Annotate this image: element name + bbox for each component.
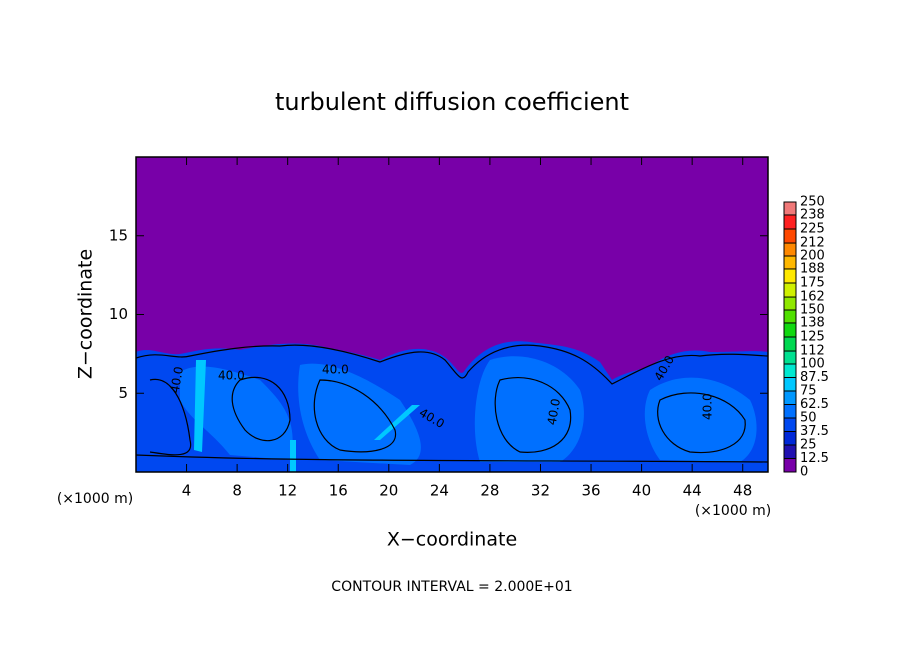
colorbar-label: 62.5: [800, 397, 829, 412]
colorbar-label: 50: [800, 411, 817, 426]
y-tick-label: 10: [109, 305, 128, 323]
field-patch: [644, 377, 757, 462]
y-tick-label: 5: [118, 384, 128, 402]
x-tick-label: 36: [581, 482, 600, 500]
x-tick-label: 40: [632, 482, 651, 500]
colorbar-band: [784, 418, 796, 432]
colorbar-band: [784, 268, 796, 283]
colorbar-band: [784, 202, 796, 215]
colorbar-label: 150: [800, 303, 825, 318]
y-tick-label: 15: [109, 226, 128, 244]
x-unit-label: (×1000 m): [57, 491, 133, 507]
colorbar-band: [784, 404, 796, 418]
turbulent-layer: [136, 341, 768, 472]
x-unit-label: (×1000 m): [695, 503, 771, 519]
colorbar-label: 75: [800, 384, 817, 399]
colorbar-label: 162: [800, 290, 825, 305]
colorbar-band: [784, 364, 796, 378]
x-axis-label: X−coordinate: [387, 529, 517, 551]
colorbar-label: 25: [800, 438, 817, 453]
footnote: CONTOUR INTERVAL = 2.000E+01: [331, 579, 572, 595]
x-tick-label: 20: [379, 482, 398, 500]
x-tick-label: 32: [531, 482, 550, 500]
x-tick-label: 24: [430, 482, 449, 500]
colorbar-band: [784, 337, 796, 352]
colorbar-band: [784, 310, 796, 323]
contour-label: 40.0: [701, 393, 715, 420]
colorbar-band: [784, 243, 796, 256]
y-axis-label: Z−coordinate: [75, 249, 97, 379]
colorbar-band: [784, 322, 796, 337]
colorbar-label: 112: [800, 344, 825, 359]
x-tick-label: 8: [232, 482, 242, 500]
colorbar-label: 238: [800, 207, 825, 222]
colorbar-band: [784, 229, 796, 244]
colorbar-label: 87.5: [800, 370, 829, 385]
x-tick-label: 48: [733, 482, 752, 500]
contour-label: 40.0: [168, 365, 186, 394]
x-tick-label: 28: [480, 482, 499, 500]
colorbar-label: 100: [800, 357, 825, 372]
colorbar-label: 138: [800, 315, 825, 330]
x-tick-label: 16: [329, 482, 348, 500]
colorbar-label: 225: [800, 222, 825, 237]
chart-title: turbulent diffusion coefficient: [275, 88, 629, 116]
colorbar-band: [784, 458, 796, 472]
colorbar-label: 37.5: [800, 424, 829, 439]
colorbar-band: [784, 256, 796, 269]
field-patch: [298, 363, 421, 465]
field-patch: [474, 356, 584, 462]
field-patch: [180, 366, 293, 460]
x-tick-label: 4: [182, 482, 192, 500]
colorbar-label: 12.5: [800, 451, 829, 466]
colorbar-label: 175: [800, 276, 825, 291]
contour-label: 40.0: [545, 397, 563, 426]
colorbar-label: 250: [800, 195, 825, 210]
colorbar-label: 212: [800, 236, 825, 251]
x-tick-label: 12: [278, 482, 297, 500]
colorbar-label: 0: [800, 465, 808, 480]
colorbar-label: 188: [800, 261, 825, 276]
plot-area: 40.0 40.0 40.0 40.0 40.0 40.0 40.0: [135, 156, 769, 473]
colorbar-band: [784, 431, 796, 445]
x-tick-label: 44: [683, 482, 702, 500]
colorbar-band: [784, 283, 796, 298]
contour-lines: [135, 344, 769, 463]
colorbar-band: [784, 297, 796, 310]
colorbar-label: 125: [800, 330, 825, 345]
colorbar-band: [784, 391, 796, 405]
colorbar-label: 200: [800, 249, 825, 264]
colorbar-band: [784, 377, 796, 391]
colorbar-band: [784, 214, 796, 229]
colorbar-band: [784, 351, 796, 364]
contour-label: 40.0: [218, 369, 245, 383]
contour-label: 40.0: [322, 363, 349, 377]
colorbar-band: [784, 445, 796, 459]
